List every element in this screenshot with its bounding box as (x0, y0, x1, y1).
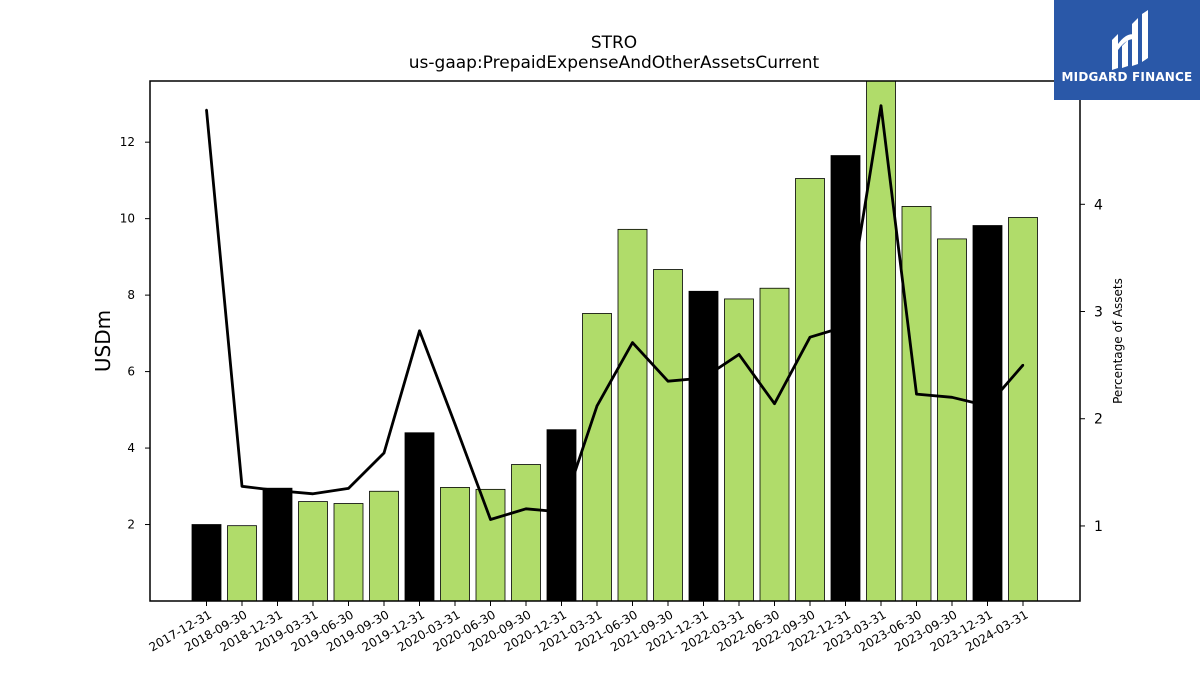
line-point (524, 507, 528, 510)
bar (191, 524, 222, 602)
line-point (702, 376, 705, 380)
line-point (950, 396, 954, 399)
bar (262, 487, 293, 602)
y2-tick-label: 2 (1094, 412, 1103, 428)
y-tick-label: 4 (127, 441, 135, 455)
y-tick-label: 8 (127, 288, 135, 302)
bar (759, 287, 790, 602)
y2-tick-label: 3 (1094, 305, 1103, 321)
y2-tick-label: 4 (1094, 197, 1103, 213)
y2-axis-label: Percentage of Assets (1111, 278, 1125, 404)
y-tick-label: 6 (127, 365, 135, 379)
logo-mark-icon (1112, 10, 1148, 70)
line-point (773, 402, 776, 405)
bar (1008, 217, 1038, 602)
line-point (737, 353, 741, 356)
bar (830, 155, 861, 602)
bar (475, 488, 506, 602)
line-point (915, 392, 918, 396)
percentage-line (205, 104, 1025, 521)
line-point (453, 422, 457, 426)
bar (901, 206, 932, 602)
y-axis-right: 1 2 3 4 (1080, 197, 1103, 535)
line-point (879, 104, 883, 107)
bar (653, 269, 683, 602)
logo-text: MIDGARD FINANCE (1061, 70, 1193, 84)
x-axis: 2017-12-312018-09-302018-12-312019-03-31… (147, 601, 1031, 654)
percentage-line-series (205, 104, 1025, 521)
line-point (311, 492, 315, 495)
y-tick-label: 12 (120, 135, 135, 149)
line-point (631, 341, 634, 344)
bar (582, 313, 612, 602)
bar (369, 490, 399, 602)
bar-series (191, 80, 1038, 602)
bar (298, 501, 328, 602)
y-axis-left: 2 4 6 8 10 12 (120, 135, 150, 532)
line-point (205, 108, 208, 112)
line-point (347, 487, 350, 490)
line-point (560, 510, 563, 514)
line-point (1021, 363, 1025, 367)
bar (617, 228, 648, 602)
bar (724, 298, 754, 602)
bar (866, 80, 896, 602)
bar (440, 487, 470, 602)
line-point (418, 329, 421, 333)
line-point (666, 380, 670, 383)
bar (688, 290, 719, 602)
y2-tick-label: 1 (1094, 519, 1103, 535)
line-point (240, 485, 244, 488)
bar (404, 432, 435, 602)
bar (795, 178, 825, 602)
chart-subtitle: us-gaap:PrepaidExpenseAndOtherAssetsCurr… (409, 53, 820, 73)
bar (937, 238, 967, 602)
line-point (595, 404, 599, 408)
line-point (489, 518, 492, 521)
line-point (986, 404, 989, 408)
bar (972, 225, 1003, 602)
line-point (382, 451, 386, 455)
line-point (844, 325, 847, 328)
line-point (276, 489, 279, 492)
bar (546, 429, 577, 602)
midgard-finance-logo: MIDGARD FINANCE (1054, 0, 1200, 100)
y-tick-label: 2 (127, 518, 135, 532)
bar (333, 503, 364, 602)
chart-title: STRO (591, 33, 637, 53)
bar (227, 525, 257, 602)
y-axis-label: USDm (91, 310, 115, 372)
plot-frame (149, 80, 1081, 602)
y-tick-label: 10 (120, 212, 135, 226)
bar (511, 464, 541, 602)
line-point (808, 336, 812, 339)
